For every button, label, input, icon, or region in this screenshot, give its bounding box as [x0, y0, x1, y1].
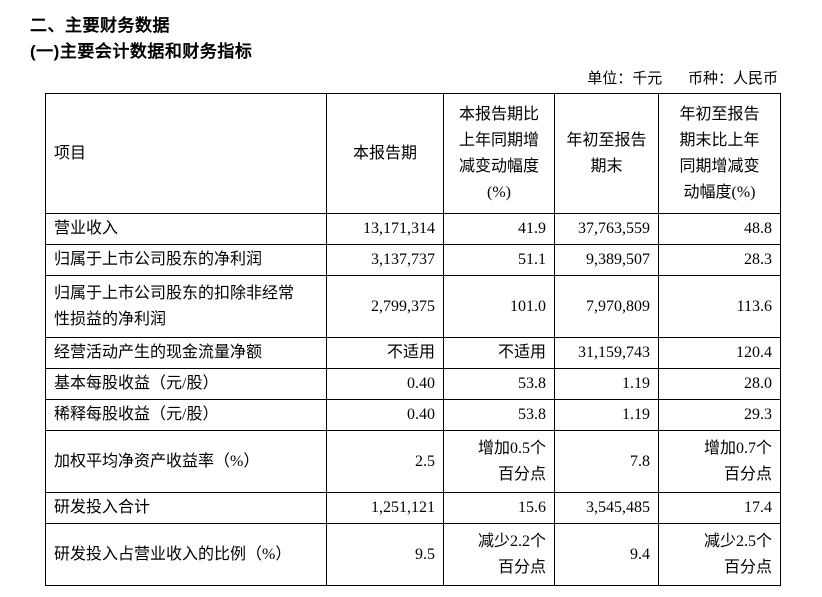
row-current-period-change: 不适用	[443, 337, 555, 369]
header-ytd-change: 年初至报告 期末比上年 同期增减变 动幅度(%)	[658, 93, 781, 214]
row-current-period-change: 增加0.5个 百分点	[443, 430, 555, 493]
row-ytd: 7.8	[554, 430, 659, 493]
table-row-basic-eps: 基本每股收益（元/股） 0.40 53.8 1.19 28.0	[45, 368, 781, 400]
table-row-revenue: 营业收入 13,171,314 41.9 37,763,559 48.8	[45, 213, 781, 245]
row-current-period-change: 15.6	[443, 492, 555, 524]
row-current-period: 9.5	[326, 523, 444, 586]
row-current-period: 1,251,121	[326, 492, 444, 524]
table-row-net-profit: 归属于上市公司股东的净利润 3,137,737 51.1 9,389,507 2…	[45, 244, 781, 276]
row-item-label: 研发投入占营业收入的比例（%）	[45, 523, 327, 586]
row-ytd-change: 29.3	[658, 399, 781, 431]
row-ytd: 37,763,559	[554, 213, 659, 245]
unit-currency-line: 单位：千元 币种：人民币	[30, 67, 778, 91]
header-current-period-change: 本报告期比 上年同期增 减变动幅度 (%)	[443, 93, 555, 214]
subsection-title: (一)主要会计数据和财务指标	[30, 42, 253, 61]
row-ytd-change: 48.8	[658, 213, 781, 245]
currency-label: 币种：人民币	[687, 71, 778, 87]
row-ytd-change: 113.6	[658, 275, 781, 338]
row-current-period-change: 51.1	[443, 244, 555, 276]
row-item-label: 经营活动产生的现金流量净额	[45, 337, 327, 369]
row-item-label: 基本每股收益（元/股）	[45, 368, 327, 400]
row-item-label: 稀释每股收益（元/股）	[45, 399, 327, 431]
row-ytd-change: 28.3	[658, 244, 781, 276]
row-item-label: 营业收入	[45, 213, 327, 245]
row-current-period: 0.40	[326, 368, 444, 400]
row-current-period: 2,799,375	[326, 275, 444, 338]
section-title: 二、主要财务数据	[30, 16, 170, 35]
row-ytd-change: 28.0	[658, 368, 781, 400]
row-current-period: 0.40	[326, 399, 444, 431]
row-ytd: 3,545,485	[554, 492, 659, 524]
row-current-period: 不适用	[326, 337, 444, 369]
header-current-period: 本报告期	[326, 93, 444, 214]
row-ytd: 31,159,743	[554, 337, 659, 369]
row-item-label: 加权平均净资产收益率（%）	[45, 430, 327, 493]
table-row-weighted-avg-roe: 加权平均净资产收益率（%） 2.5 增加0.5个 百分点 7.8 增加0.7个 …	[45, 430, 781, 493]
row-ytd-change: 17.4	[658, 492, 781, 524]
row-ytd-change: 减少2.5个 百分点	[658, 523, 781, 586]
row-current-period-change: 减少2.2个 百分点	[443, 523, 555, 586]
header-ytd: 年初至报告 期末	[554, 93, 659, 214]
row-item-label: 研发投入合计	[45, 492, 327, 524]
row-current-period-change: 53.8	[443, 368, 555, 400]
row-ytd: 9.4	[554, 523, 659, 586]
table-header-row: 项目 本报告期 本报告期比 上年同期增 减变动幅度 (%) 年初至报告 期末 年…	[45, 93, 781, 214]
table-row-net-profit-excl-nonrecurring: 归属于上市公司股东的扣除非经常 性损益的净利润 2,799,375 101.0 …	[45, 275, 781, 338]
row-ytd-change: 增加0.7个 百分点	[658, 430, 781, 493]
row-current-period: 3,137,737	[326, 244, 444, 276]
unit-label: 单位：千元	[587, 71, 663, 87]
row-current-period: 13,171,314	[326, 213, 444, 245]
row-current-period-change: 41.9	[443, 213, 555, 245]
table-row-operating-cash-flow: 经营活动产生的现金流量净额 不适用 不适用 31,159,743 120.4	[45, 337, 781, 369]
financial-data-table: 项目 本报告期 本报告期比 上年同期增 减变动幅度 (%) 年初至报告 期末 年…	[45, 93, 781, 586]
row-item-label: 归属于上市公司股东的净利润	[45, 244, 327, 276]
row-ytd-change: 120.4	[658, 337, 781, 369]
row-ytd: 9,389,507	[554, 244, 659, 276]
row-item-label: 归属于上市公司股东的扣除非经常 性损益的净利润	[45, 275, 327, 338]
row-current-period-change: 53.8	[443, 399, 555, 431]
row-ytd: 1.19	[554, 399, 659, 431]
row-current-period: 2.5	[326, 430, 444, 493]
header-item: 项目	[45, 93, 327, 214]
table-row-diluted-eps: 稀释每股收益（元/股） 0.40 53.8 1.19 29.3	[45, 399, 781, 431]
table-row-rd-investment-total: 研发投入合计 1,251,121 15.6 3,545,485 17.4	[45, 492, 781, 524]
table-row-rd-revenue-ratio: 研发投入占营业收入的比例（%） 9.5 减少2.2个 百分点 9.4 减少2.5…	[45, 523, 781, 586]
row-ytd: 1.19	[554, 368, 659, 400]
row-ytd: 7,970,809	[554, 275, 659, 338]
row-current-period-change: 101.0	[443, 275, 555, 338]
